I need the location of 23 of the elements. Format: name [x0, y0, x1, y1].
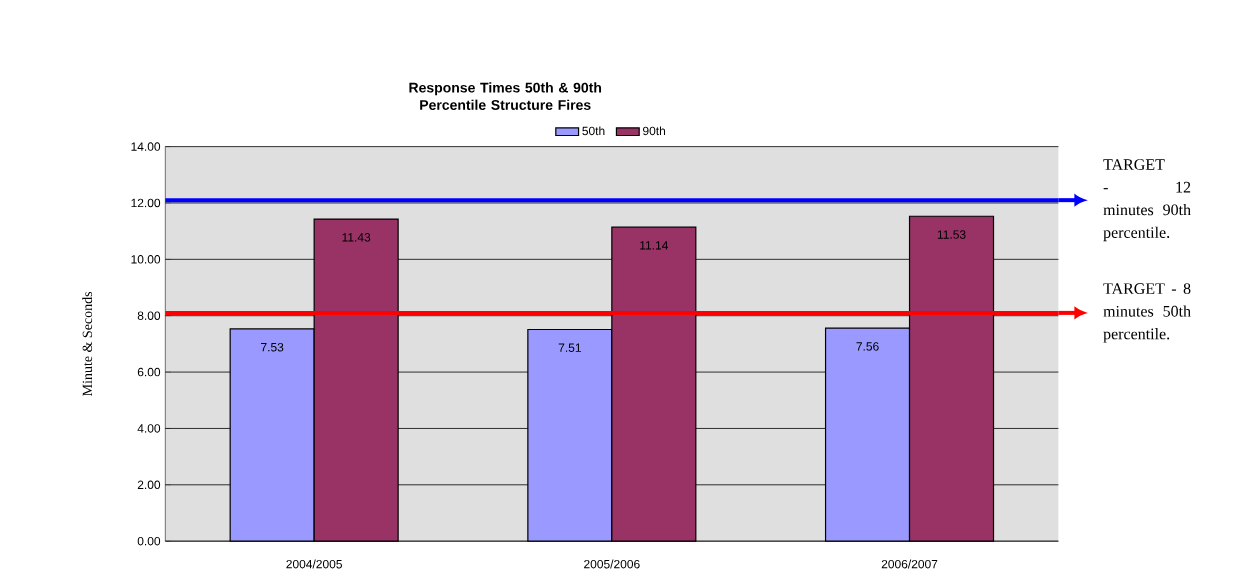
- data-label: 7.53: [261, 343, 284, 352]
- y-tick-label: 0.00: [137, 537, 161, 546]
- y-tick-label: 8.00: [137, 311, 161, 321]
- y-tick-label: 14.00: [131, 142, 161, 151]
- y-tick-label: 12.00: [131, 198, 161, 208]
- chart-title: Response Times 50th & 90th Percentile Structure Fires: [409, 82, 602, 110]
- data-label: 7.56: [856, 342, 879, 351]
- text: TARGET - 12 minutes 90th percentile.: [1103, 159, 1191, 242]
- x-tick-label: 2004/2005: [286, 559, 342, 569]
- y-tick-label: 10.00: [131, 255, 161, 264]
- legend-label: 90th: [643, 126, 666, 136]
- x-tick-label: 2005/2006: [584, 559, 640, 569]
- data-label: 11.53: [937, 230, 966, 239]
- legend-label: 50th: [582, 126, 605, 136]
- ref-line-label: TARGET - 8 minutes 50th percentile.: [1103, 283, 1191, 343]
- y-tick-label: 4.00: [137, 424, 161, 433]
- x-tick-label: 2006/2007: [881, 559, 938, 569]
- data-label: 7.51: [558, 343, 581, 353]
- y-tick-label: 2.00: [137, 480, 161, 490]
- y-tick-label: 6.00: [137, 367, 161, 377]
- y-axis-title: Minute & Seconds: [82, 292, 93, 397]
- data-label: 11.43: [342, 233, 371, 242]
- data-label: 11.14: [640, 241, 669, 250]
